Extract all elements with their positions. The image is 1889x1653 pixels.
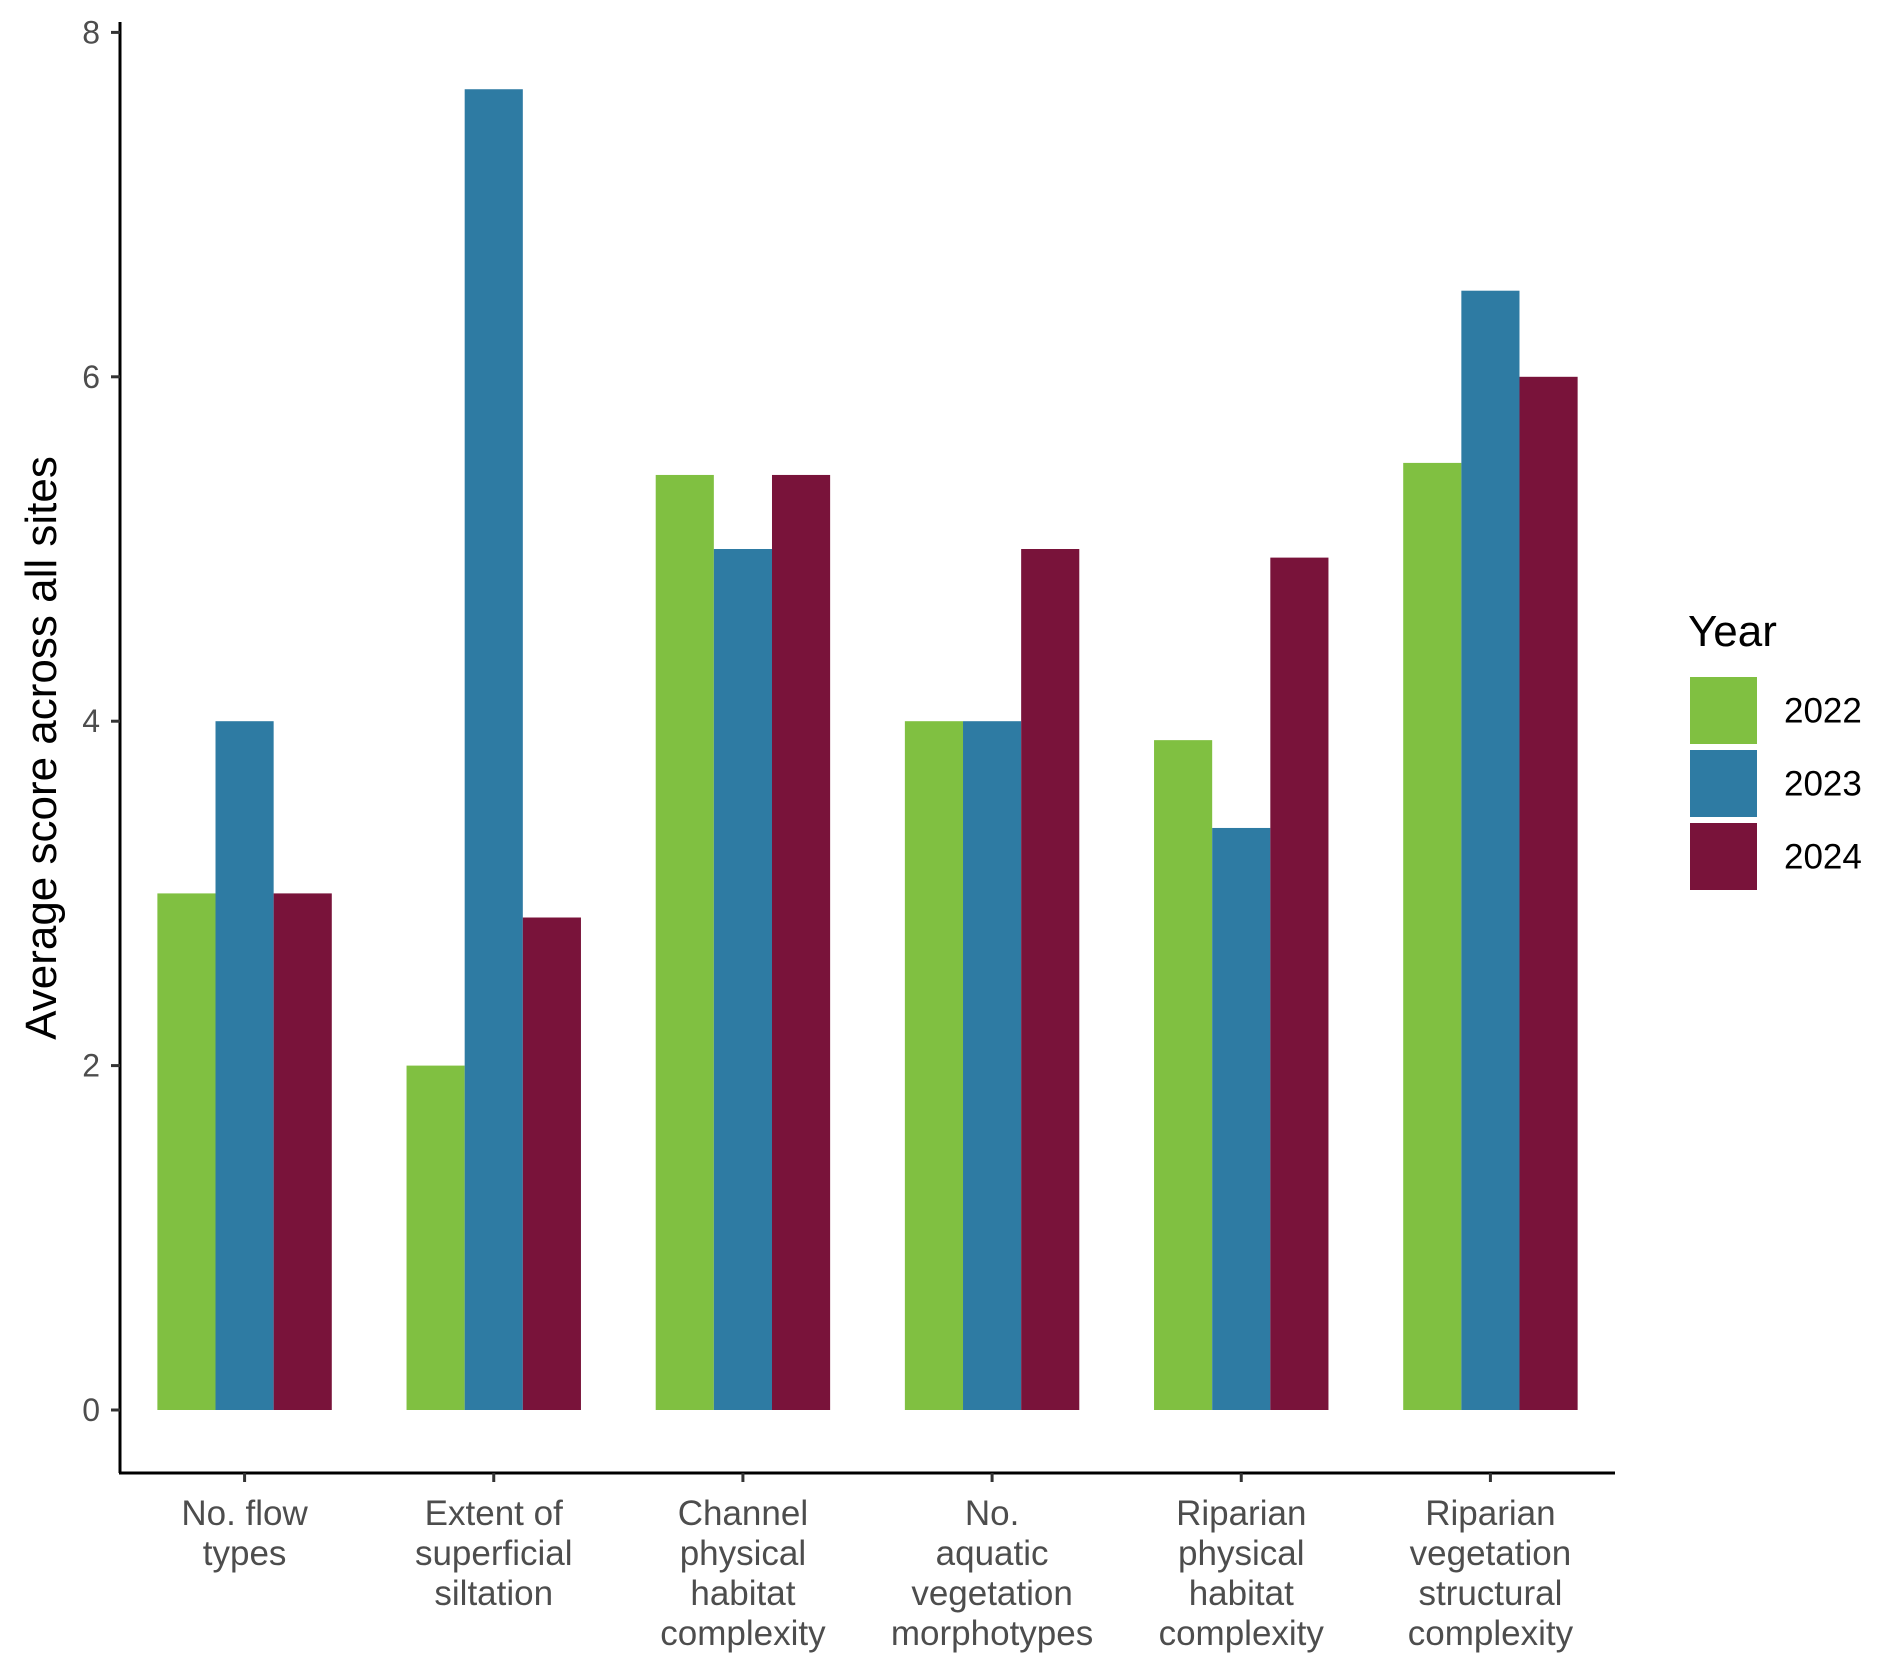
- x-tick-label: Extent of superficial siltation: [415, 1494, 573, 1613]
- bar-2023-cat-1: [215, 721, 274, 1410]
- y-tick-label: 4: [82, 703, 100, 739]
- x-tick-label: Channel physical habitat complexity: [660, 1494, 826, 1653]
- bars-layer: [157, 89, 1578, 1411]
- x-tick-label: Riparian physical habitat complexity: [1159, 1494, 1325, 1653]
- bar-2022-cat-5: [1154, 740, 1213, 1410]
- legend-label-2022: 2022: [1784, 692, 1862, 731]
- bar-2024-cat-4: [1021, 549, 1080, 1410]
- legend-label-2024: 2024: [1784, 838, 1862, 877]
- y-tick-label: 6: [82, 359, 100, 395]
- bar-2023-cat-6: [1461, 290, 1520, 1411]
- bar-2023-cat-5: [1212, 827, 1271, 1410]
- y-tick-label: 0: [82, 1392, 100, 1428]
- bar-2024-cat-1: [273, 893, 332, 1410]
- y-tick-label: 8: [82, 14, 100, 50]
- bar-2024-cat-3: [771, 474, 831, 1410]
- y-tick-label: 2: [82, 1048, 100, 1084]
- bar-2024-cat-6: [1519, 376, 1578, 1410]
- legend-key-2023: [1690, 750, 1757, 817]
- legend-label-2023: 2023: [1784, 765, 1862, 804]
- bar-2022-cat-1: [157, 893, 216, 1410]
- x-axis-ticks: No. flow types Extent of superficial siltati…: [181, 1473, 1574, 1653]
- bar-2023-cat-2: [464, 89, 523, 1411]
- x-tick-label: Riparian vegetation structural complexity: [1408, 1494, 1574, 1653]
- legend-key-2022: [1690, 677, 1757, 744]
- legend: Year 2022 2023 2024: [1688, 607, 1862, 890]
- y-axis-ticks: 0 2 4 6 8: [82, 14, 120, 1428]
- legend-key-2024: [1690, 823, 1757, 890]
- bar-2022-cat-4: [904, 721, 964, 1410]
- legend-title: Year: [1688, 607, 1777, 656]
- x-tick-label: No. aquatic vegetation morphotypes: [891, 1494, 1093, 1653]
- bar-2023-cat-3: [713, 549, 772, 1410]
- bar-2022-cat-3: [655, 474, 714, 1410]
- bar-2024-cat-2: [522, 917, 581, 1410]
- bar-2023-cat-4: [963, 721, 1022, 1410]
- x-tick-label: No. flow types: [181, 1494, 308, 1573]
- y-axis-title: Average score across all sites: [17, 456, 66, 1040]
- bar-2022-cat-2: [406, 1065, 465, 1410]
- bar-2022-cat-6: [1403, 462, 1462, 1410]
- bar-2024-cat-5: [1270, 557, 1329, 1410]
